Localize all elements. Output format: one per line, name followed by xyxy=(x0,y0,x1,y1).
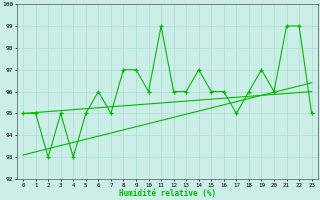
X-axis label: Humidité relative (%): Humidité relative (%) xyxy=(119,189,216,198)
